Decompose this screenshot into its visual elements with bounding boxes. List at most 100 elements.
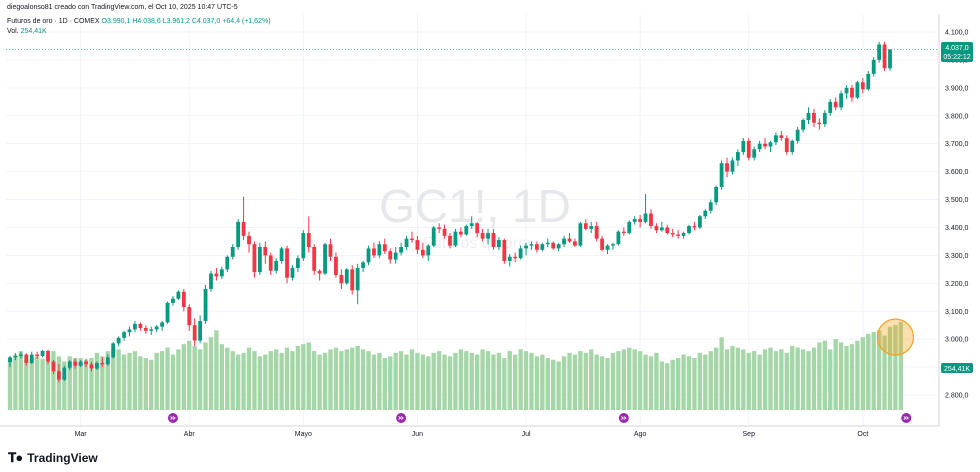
candle-body	[420, 249, 425, 256]
candle	[752, 146, 757, 161]
price-tick-label: 3.100,0	[945, 309, 968, 316]
candle	[573, 238, 577, 248]
candle	[143, 325, 148, 334]
candle	[486, 228, 490, 245]
candle	[100, 357, 105, 368]
candle-body	[312, 247, 317, 271]
volume-bar	[187, 340, 192, 410]
candle	[382, 238, 387, 254]
candle-body	[589, 226, 594, 229]
candle	[410, 231, 414, 243]
candle-body	[388, 251, 393, 260]
candle	[138, 322, 143, 331]
volume-bar	[817, 342, 822, 410]
candle-body	[578, 223, 583, 246]
candle-body	[600, 238, 604, 250]
volume-bar	[230, 351, 235, 410]
volume-bar	[464, 351, 469, 410]
volume-bar	[94, 352, 100, 410]
time-tick-label: Sep	[743, 431, 756, 438]
candle	[518, 245, 523, 260]
time-tick-label: Mayo	[295, 431, 312, 438]
event-marker-icon[interactable]	[618, 413, 629, 423]
candle	[301, 230, 306, 261]
candle-body	[263, 247, 268, 256]
candle-body	[198, 321, 203, 341]
candle-body	[795, 129, 800, 141]
price-tick-label: 3.500,0	[945, 197, 968, 204]
candle-body	[122, 332, 126, 338]
volume-bar	[828, 349, 833, 410]
candle	[719, 160, 724, 190]
volume-bar	[665, 363, 670, 410]
volume-bar	[621, 349, 626, 410]
volume-bar	[849, 344, 855, 410]
candle	[828, 98, 833, 116]
candle-body	[285, 248, 289, 278]
candle-body	[29, 354, 34, 363]
volume-bar	[29, 358, 34, 410]
volume-bar	[116, 349, 121, 410]
candle	[236, 219, 241, 250]
candle-body	[149, 329, 154, 331]
candle	[105, 354, 110, 366]
candle	[209, 270, 213, 292]
candle-body	[40, 350, 45, 356]
volume-bar	[100, 356, 105, 410]
candle	[855, 80, 860, 99]
event-marker-icon[interactable]	[396, 413, 407, 423]
candle	[46, 349, 50, 364]
candle	[453, 228, 458, 248]
volume-bar	[263, 354, 268, 410]
price-badges: 4.037,0 05:22:12 254,41K	[941, 42, 973, 373]
candle-body	[822, 112, 827, 125]
event-marker-icon[interactable]	[901, 413, 912, 423]
candle	[513, 252, 518, 263]
candle	[225, 255, 230, 273]
candle-body	[687, 226, 691, 234]
volume-bar	[589, 349, 594, 410]
volume-bar	[523, 351, 529, 410]
price-badge-bg	[941, 42, 973, 62]
price-tick-label: 3.200,0	[945, 281, 968, 288]
candle	[62, 365, 67, 382]
candle	[192, 318, 197, 347]
event-marker-icon[interactable]	[167, 413, 178, 423]
candle	[681, 231, 686, 239]
time-tick-label: Oct	[857, 431, 868, 438]
volume-bar	[605, 358, 610, 410]
tradingview-brand[interactable]: 𝐓● TradingView	[8, 450, 98, 466]
volume-bar	[529, 352, 534, 410]
volume-bar	[252, 351, 257, 410]
candle-body	[133, 323, 137, 330]
volume-bar	[616, 351, 621, 410]
candle	[877, 41, 882, 63]
candle	[176, 290, 181, 301]
candle-body	[763, 143, 767, 147]
candle-body	[741, 140, 746, 153]
candle-body	[51, 361, 56, 372]
candle-body	[274, 260, 279, 271]
volume-bar	[800, 349, 806, 410]
volume-bar	[333, 347, 339, 410]
candle	[388, 248, 393, 264]
volume-bar	[724, 349, 730, 410]
volume-bar	[306, 342, 311, 410]
volume-bar	[741, 349, 746, 410]
volume-bar	[627, 347, 632, 410]
volume-badge-bg	[941, 363, 973, 373]
highlight-circle	[876, 318, 915, 356]
candle-body	[725, 163, 729, 172]
candle	[882, 41, 887, 72]
candle-body	[410, 238, 414, 241]
volume-bar	[773, 351, 779, 410]
candle	[366, 245, 371, 266]
candle-body	[296, 258, 300, 268]
volume-badge-value: 254,41K	[944, 366, 970, 373]
time-tick-label: Jun	[412, 431, 423, 438]
volume-bar	[502, 358, 507, 410]
candle	[708, 199, 713, 214]
volume-bar	[415, 352, 420, 410]
candle	[529, 241, 534, 250]
